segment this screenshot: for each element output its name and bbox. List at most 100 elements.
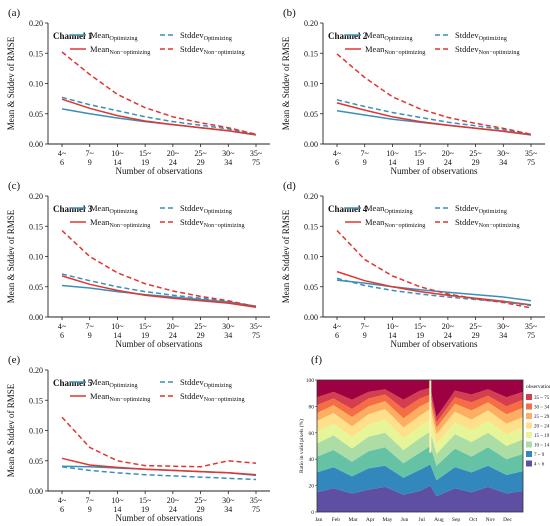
x-tick-label-bottom: 34 <box>224 158 232 167</box>
x-tick-label-bottom: 29 <box>472 331 480 340</box>
legend-label-mean_non: MeanNon−optimizing <box>365 44 425 56</box>
legend-label-std_opt-main: Stddev <box>180 30 204 40</box>
legend-label-mean_opt-sub: Optimizing <box>109 35 137 42</box>
legend-label-mean_non-sub: Non−optimizing <box>109 222 150 229</box>
y-axis-label: Mean & Stddev of RMSE <box>6 36 16 130</box>
month-label: May <box>382 517 392 523</box>
x-tick-label-bottom: 24 <box>444 331 452 340</box>
x-tick-label-top: 10~ <box>386 149 399 158</box>
legend-label-mean_non-main: Mean <box>90 391 110 401</box>
panel-1: (a) 0.00 0.05 0.10 0.15 0.20 4~6 7~9 10~14 15~19 2… <box>6 7 270 176</box>
x-tick-label-bottom: 24 <box>169 331 177 340</box>
panel-label: (b) <box>283 7 296 19</box>
y-axis-label: Mean & Stddev of RMSE <box>281 209 291 303</box>
legend-title: observations <box>526 384 550 390</box>
legend-label: 4 ~ 6 <box>534 463 545 468</box>
x-tick-label-bottom: 14 <box>113 331 121 340</box>
area-band-3 <box>317 446 523 481</box>
y-tick-label: 0.15 <box>29 396 43 405</box>
channel-title: Channel 2 <box>328 31 368 41</box>
month-label: Jul <box>419 517 426 523</box>
area-band-9 <box>317 387 523 423</box>
x-tick-label-bottom: 24 <box>444 158 452 167</box>
legend-label-mean_opt-main: Mean <box>365 203 385 213</box>
month-label: Nov <box>486 517 496 523</box>
x-tick-label-bottom: 19 <box>416 331 424 340</box>
legend-label-mean_non-main: Mean <box>365 217 385 227</box>
x-tick-label-top: 15~ <box>139 149 152 158</box>
y-tick-label: 40 <box>309 457 315 463</box>
legend-label-std_non-main: Stddev <box>180 391 204 401</box>
x-tick-label-top: 7~ <box>86 496 95 505</box>
y-tick-label: 0.10 <box>29 427 43 436</box>
x-tick-label-top: 7~ <box>86 149 95 158</box>
legend-label-std_opt: StddevOptimizing <box>180 203 232 215</box>
x-tick-label-top: 25~ <box>194 322 207 331</box>
y-axis-label: Mean & Stddev of RMSE <box>6 209 16 303</box>
x-tick-label-top: 25~ <box>469 149 482 158</box>
legend-label-std_non-main: Stddev <box>455 217 479 227</box>
series-line-std_non <box>336 53 532 136</box>
legend-label-mean_opt-sub: Optimizing <box>384 35 412 42</box>
x-tick-label-bottom: 6 <box>60 505 64 514</box>
x-tick-label-bottom: 19 <box>141 505 149 514</box>
legend-swatch <box>526 460 532 467</box>
x-tick-label-top: 30~ <box>222 322 235 331</box>
area-band-7 <box>317 401 523 435</box>
legend-swatch <box>526 403 532 410</box>
panel-label: (f) <box>311 354 322 366</box>
x-tick-label-bottom: 29 <box>197 505 205 514</box>
panel-label: (e) <box>8 354 21 366</box>
legend-label-mean_non: MeanNon−optimizing <box>90 217 150 229</box>
x-tick-label-top: 4~ <box>333 149 342 158</box>
x-tick-label-top: 20~ <box>167 149 180 158</box>
month-label: Aug <box>434 517 444 523</box>
legend-label: 25 ~ 29 <box>534 415 550 420</box>
x-tick-label-bottom: 29 <box>197 331 205 340</box>
panel-3: (c) 0.00 0.05 0.10 0.15 0.20 4~6 7~9 10~14 15~19 2… <box>6 180 270 349</box>
x-tick-label-top: 7~ <box>361 322 370 331</box>
x-tick-label-bottom: 6 <box>335 331 339 340</box>
x-tick-label-top: 10~ <box>111 496 124 505</box>
legend-label-std_opt: StddevOptimizing <box>180 30 232 42</box>
legend-label-std_non: StddevNon−optimizing <box>455 217 520 229</box>
legend-label: 20 ~ 24 <box>534 425 550 430</box>
legend-label-mean_opt: MeanOptimizing <box>365 203 413 215</box>
x-tick-label-top: 25~ <box>469 322 482 331</box>
panel-label: (a) <box>8 7 21 19</box>
legend-label-std_opt-sub: Optimizing <box>204 35 232 42</box>
y-tick-label: 0.05 <box>304 110 318 119</box>
x-tick-label-top: 35~ <box>250 322 263 331</box>
x-tick-label-top: 10~ <box>386 322 399 331</box>
y-tick-label: 0.00 <box>29 313 43 322</box>
legend-label-std_non: StddevNon−optimizing <box>180 217 245 229</box>
y-tick-label: 0.00 <box>304 140 318 149</box>
x-tick-label-bottom: 14 <box>388 331 396 340</box>
legend-swatch <box>526 413 532 419</box>
legend-label: 10 ~ 14 <box>534 444 550 449</box>
legend-label-std_opt-sub: Optimizing <box>204 208 232 215</box>
x-tick-label-top: 20~ <box>442 322 455 331</box>
area-band-2 <box>317 464 523 497</box>
series-line-mean_non <box>336 270 532 306</box>
y-tick-label: 0.05 <box>29 283 43 292</box>
month-label: Mar <box>348 517 357 523</box>
x-tick-label-top: 15~ <box>414 149 427 158</box>
channel-title: Channel 1 <box>53 31 93 41</box>
legend-label-mean_opt: MeanOptimizing <box>365 30 413 42</box>
y-tick-label: 0.20 <box>29 19 43 28</box>
x-tick-label-bottom: 9 <box>363 331 367 340</box>
legend-label-mean_non-main: Mean <box>365 44 385 54</box>
x-tick-label-top: 35~ <box>250 496 263 505</box>
y-tick-label: 0.00 <box>304 313 318 322</box>
legend-label: 30 ~ 34 <box>534 406 550 411</box>
x-tick-label-top: 20~ <box>442 149 455 158</box>
series-line-std_opt <box>336 277 532 307</box>
area-band-8 <box>317 394 523 428</box>
x-tick-label-top: 4~ <box>333 322 342 331</box>
legend-label-mean_opt-sub: Optimizing <box>384 208 412 215</box>
legend-label-std_non-sub: Non−optimizing <box>479 49 520 56</box>
legend-label-mean_opt-sub: Optimizing <box>109 208 137 215</box>
series-line-std_non <box>61 416 257 468</box>
legend-label-std_opt-main: Stddev <box>180 203 204 213</box>
